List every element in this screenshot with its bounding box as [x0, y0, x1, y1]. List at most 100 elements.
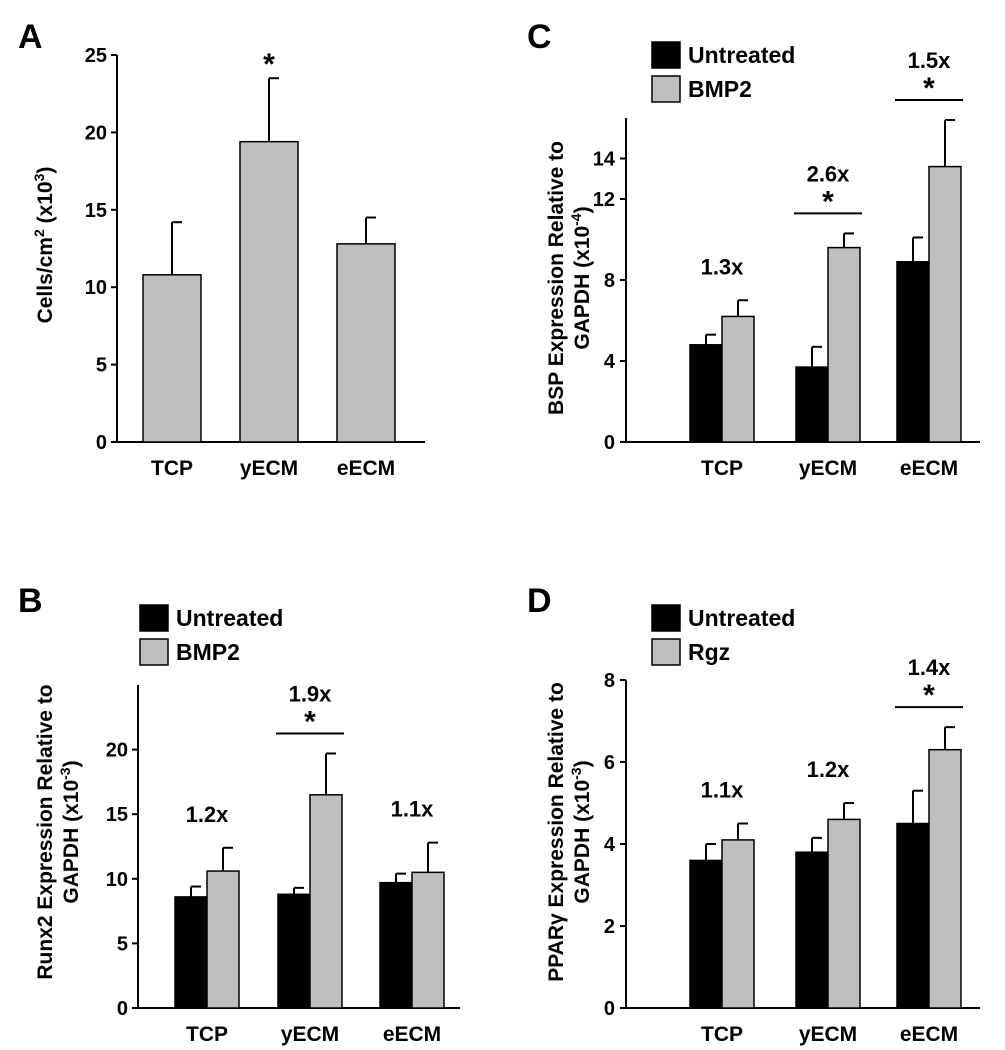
y-axis-label-part: ): [34, 167, 57, 174]
y-tick-label: 12: [593, 189, 615, 211]
bar-untreated: [174, 896, 208, 1009]
legend-label: BMP2: [688, 76, 752, 102]
x-category-label: TCP: [701, 457, 743, 480]
y-tick-label: 2: [604, 916, 615, 938]
y-axis-label-line2: GAPDH (x10: [571, 226, 594, 350]
y-axis-label: PPARγ Expression Relative to GAPDH (x10-3…: [545, 682, 594, 982]
y-axis-label-part: 3: [31, 173, 47, 181]
bar-cells: [142, 274, 202, 443]
x-category-label: eECM: [383, 1023, 441, 1046]
x-category-label: TCP: [701, 1023, 743, 1046]
fold-change-label: 1.2x: [807, 757, 851, 782]
bar-bmp2: [928, 165, 962, 443]
legend-label: BMP2: [176, 639, 240, 665]
bar-untreated: [795, 851, 829, 1009]
fold-change-label: 1.5x: [908, 48, 952, 73]
y-tick-label: 0: [604, 432, 615, 454]
y-tick-label: 4: [604, 351, 616, 373]
y-axis-label-end: ): [571, 206, 594, 213]
significance-star: *: [263, 48, 275, 81]
y-tick-label: 14: [593, 149, 616, 171]
x-category-label: eECM: [900, 457, 958, 480]
panel-label: A: [18, 18, 43, 56]
y-axis-label-end: ): [60, 760, 83, 767]
y-axis-label-part: 2: [31, 229, 47, 237]
y-tick-label: 4: [604, 834, 616, 856]
legend-label: Untreated: [688, 42, 795, 68]
y-tick-label: 0: [117, 998, 128, 1020]
x-category-label: TCP: [151, 457, 193, 480]
y-tick-label: 0: [604, 998, 615, 1020]
legend-swatch: [651, 638, 681, 666]
significance-star: *: [822, 185, 834, 218]
bar-cells: [239, 140, 299, 443]
panel-label: B: [18, 582, 43, 620]
legend-swatch: [651, 75, 681, 103]
y-tick-label: 15: [85, 200, 107, 222]
bar-cells: [336, 243, 396, 443]
y-axis-label-sup: -3: [57, 767, 73, 780]
bar-rgz: [721, 839, 755, 1009]
bar-untreated: [689, 859, 723, 1009]
x-category-label: TCP: [186, 1023, 228, 1046]
bar-rgz: [827, 818, 861, 1009]
y-axis-label-line1: Runx2 Expression Relative to: [34, 684, 57, 979]
bar-bmp2: [721, 315, 755, 443]
y-axis-label-line2: GAPDH (x10: [571, 780, 594, 904]
bar-untreated: [689, 344, 723, 443]
legend-label: Rgz: [688, 639, 730, 665]
fold-change-label: 2.6x: [807, 161, 851, 186]
x-category-label: yECM: [799, 1023, 857, 1046]
legend-label: Untreated: [176, 605, 283, 631]
y-axis-label-line2: GAPDH (x10: [60, 780, 83, 904]
bar-rgz: [928, 748, 962, 1009]
y-axis-label-sup: -3: [568, 767, 584, 780]
x-category-label: eECM: [337, 457, 395, 480]
y-tick-label: 5: [117, 933, 128, 955]
fold-change-label: 1.1x: [391, 797, 435, 822]
legend-swatch: [139, 638, 169, 666]
legend-swatch: [139, 604, 169, 632]
y-tick-label: 10: [85, 277, 107, 299]
panel-d: D 0 2 4 6 8 PPARγ Expression Relative to GAPDH …: [527, 582, 980, 1046]
y-tick-label: 25: [85, 45, 107, 67]
y-tick-label: 20: [106, 740, 128, 762]
bar-untreated: [795, 366, 829, 443]
y-axis-label: Cells/cm2 (x103): [31, 167, 57, 324]
y-tick-label: 20: [85, 122, 107, 144]
x-category-label: eECM: [900, 1023, 958, 1046]
bar-untreated: [896, 822, 930, 1009]
significance-star: *: [923, 679, 935, 712]
y-axis-label-sup: -4: [568, 213, 584, 226]
x-category-label: yECM: [799, 457, 857, 480]
bar-bmp2: [411, 871, 445, 1009]
y-tick-label: 10: [106, 869, 128, 891]
y-axis-label-end: ): [571, 760, 594, 767]
panel-label: D: [527, 582, 552, 620]
fold-change-label: 1.9x: [289, 681, 333, 706]
y-tick-label: 5: [96, 355, 107, 377]
legend-swatch: [651, 41, 681, 69]
legend-swatch: [651, 604, 681, 632]
panel-label: C: [527, 18, 552, 56]
significance-star: *: [923, 72, 935, 105]
panel-b: B 0 5 10 15 20 Runx2 Expression Relative to GAP…: [18, 582, 460, 1046]
legend-label: Untreated: [688, 605, 795, 631]
y-axis-label: BSP Expression Relative to GAPDH (x10-4): [545, 141, 594, 415]
bar-bmp2: [827, 246, 861, 443]
fold-change-label: 1.2x: [186, 802, 230, 827]
fold-change-label: 1.4x: [908, 655, 952, 680]
bar-untreated: [379, 881, 413, 1009]
y-axis-label-part: Cells/cm: [34, 237, 57, 323]
y-tick-label: 8: [604, 270, 615, 292]
y-axis-label-line1: PPARγ Expression Relative to: [545, 682, 568, 982]
x-category-label: yECM: [281, 1023, 339, 1046]
bar-bmp2: [309, 794, 343, 1009]
bar-untreated: [896, 261, 930, 443]
y-tick-label: 8: [604, 670, 615, 692]
y-tick-label: 15: [106, 804, 128, 826]
bar-untreated: [277, 893, 311, 1009]
panel-a: A 0 5 10 15 20 25 Cells/cm2 (x103) TCP yECM eECM *: [18, 18, 425, 480]
